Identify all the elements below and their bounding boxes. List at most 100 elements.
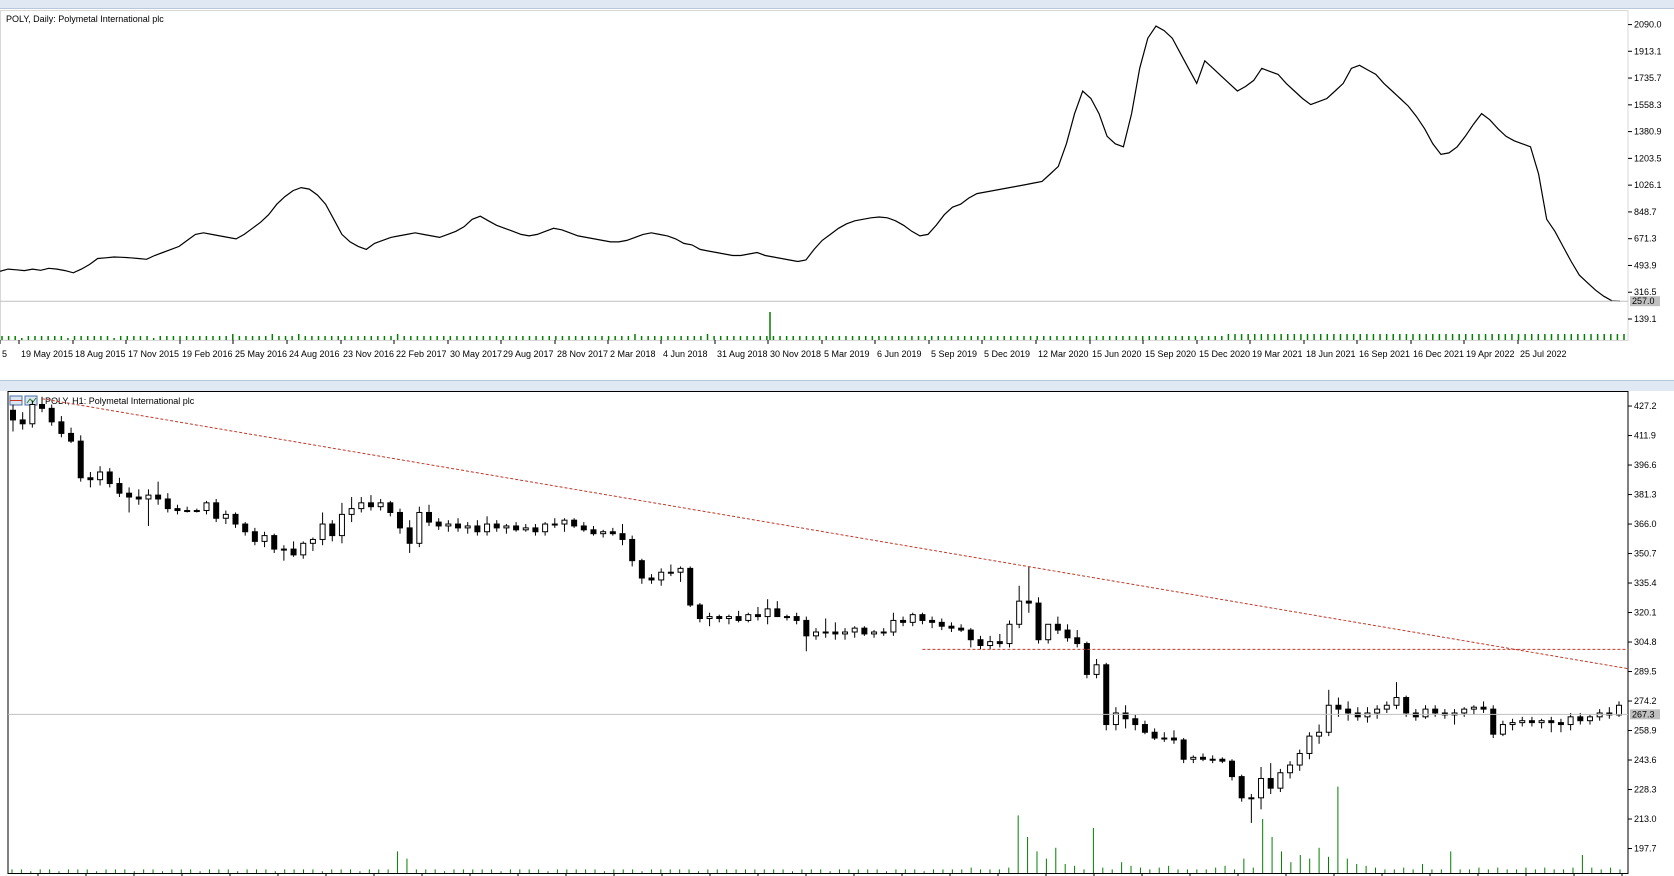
candle-body [696, 604, 703, 620]
candle-body [1016, 600, 1023, 625]
candle-body [1074, 637, 1081, 645]
candle-body [135, 496, 142, 500]
x-tick-label: 16 Sep 2021 [1359, 349, 1410, 359]
candle-body [1586, 716, 1593, 722]
hourly-chart-svg[interactable]: POLY, H1: Polymetal International plc 267… [0, 391, 1674, 876]
candle-body [948, 625, 955, 629]
candle-body [309, 538, 316, 544]
candle-body [803, 619, 810, 637]
x-tick-label: 18 Aug 2015 [75, 349, 126, 359]
candle-body [1306, 735, 1313, 754]
candle-body [1316, 731, 1323, 737]
candle-body [464, 525, 471, 529]
candle-body [735, 616, 742, 621]
candle-body [861, 627, 868, 635]
candle-body [1548, 720, 1555, 724]
candle-body [1180, 739, 1187, 760]
candle-body [929, 619, 936, 623]
candle-body [629, 538, 636, 562]
candle-body [658, 571, 665, 581]
candle-body [561, 519, 568, 525]
y-tick-label: 335.4 [1634, 578, 1657, 588]
candle-body [426, 511, 433, 523]
candle-body [222, 513, 229, 519]
candle-body [435, 521, 442, 527]
candle-body [1045, 623, 1052, 641]
price-tag-bg [1630, 709, 1660, 720]
candle-body [1480, 706, 1487, 710]
y-tick-label: 493.9 [1634, 260, 1657, 270]
y-tick-label: 1380.9 [1634, 127, 1662, 137]
grid-table-icon [9, 395, 23, 406]
y-tick-label: 1026.1 [1634, 180, 1662, 190]
y-tick-label: 427.2 [1634, 401, 1657, 411]
daily-chart-svg[interactable]: POLY, Daily: Polymetal International plc… [0, 9, 1674, 380]
candle-body [571, 519, 578, 527]
candle-body [1170, 737, 1177, 741]
candle-body [164, 498, 171, 510]
hourly-chart-window[interactable]: POLY, H1: Polymetal International plc 267… [0, 391, 1674, 876]
x-tick-label: 15 Dec 2020 [1199, 349, 1250, 359]
candle-body [10, 409, 16, 421]
candle-body [1490, 708, 1497, 735]
y-tick-label: 1735.7 [1634, 73, 1662, 83]
candle-body [813, 631, 819, 637]
candle-body [1393, 697, 1400, 706]
candle-body [1519, 720, 1526, 724]
candle-body [1461, 708, 1468, 714]
plot-frame [0, 10, 1629, 341]
candle-body [145, 494, 152, 500]
candle-body [474, 525, 481, 533]
candle-body [48, 407, 55, 423]
candle-body [19, 419, 26, 425]
candle-body [1035, 602, 1042, 641]
candle-body [1277, 772, 1284, 789]
price-line [0, 25, 1621, 302]
y-tick-label: 1558.3 [1634, 100, 1662, 110]
candle-body [348, 508, 355, 515]
candle-body [1567, 716, 1574, 726]
candle-body [1538, 720, 1545, 724]
candle-body [1296, 752, 1303, 766]
candle-body [542, 523, 549, 533]
candle-body [396, 511, 403, 529]
x-tick-label: 18 Jun 2021 [1306, 349, 1356, 359]
candle-body [126, 492, 133, 498]
y-tick-label: 274.2 [1634, 696, 1657, 706]
y-tick-label: 381.3 [1634, 490, 1657, 500]
candle-body [39, 403, 46, 409]
candle-body [580, 525, 587, 531]
candle-body [638, 560, 645, 579]
candle-body [938, 621, 945, 627]
candle-body [871, 631, 878, 635]
candle-body [822, 631, 829, 634]
candle-body [1432, 708, 1439, 714]
candle-body [1528, 720, 1535, 724]
candle-body [967, 629, 974, 641]
candle-body [1199, 756, 1206, 760]
candle-body [1190, 756, 1197, 760]
y-tick-label: 243.6 [1634, 755, 1657, 765]
x-tick-label: 28 Nov 2017 [557, 349, 608, 359]
candle-body [1557, 722, 1564, 726]
x-tick-label: 19 Apr 2022 [1466, 349, 1515, 359]
candle-body [184, 510, 191, 513]
candle-body [29, 403, 36, 425]
candle-body [1616, 704, 1622, 716]
y-tick-label: 228.3 [1634, 785, 1657, 795]
daily-chart-window[interactable]: POLY, Daily: Polymetal International plc… [0, 9, 1674, 380]
x-tick-label: 5 Mar 2019 [824, 349, 870, 359]
candle-body [1161, 737, 1168, 740]
x-tick-label: 25 May 2016 [235, 349, 287, 359]
x-tick-label: 12 Mar 2020 [1038, 349, 1089, 359]
candle-body [648, 577, 655, 581]
candle-body [725, 616, 732, 620]
candle-body [1354, 712, 1361, 718]
candle-body [1383, 704, 1390, 710]
candle-body [551, 523, 558, 526]
x-tick-label: 29 Aug 2017 [503, 349, 554, 359]
x-tick-label: 30 Nov 2018 [770, 349, 821, 359]
candle-body [958, 627, 965, 631]
x-tick-label: 25 Jul 2022 [1520, 349, 1567, 359]
price-tag-text: 257.0 [1632, 296, 1655, 306]
